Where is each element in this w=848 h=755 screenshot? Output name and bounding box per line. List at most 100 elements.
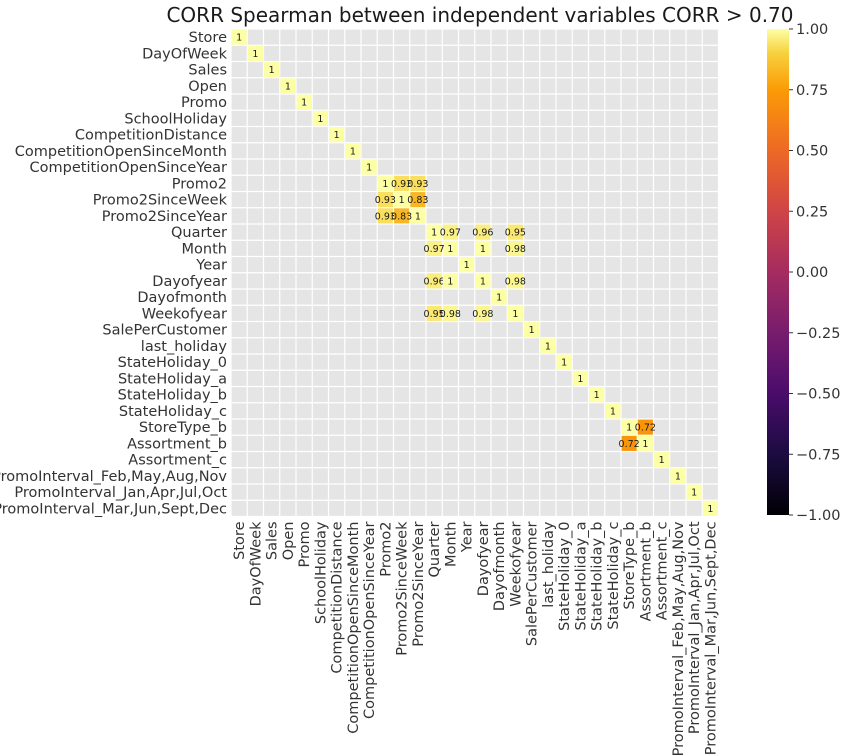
heatmap-cell [296,94,312,110]
heatmap-cell [377,208,393,224]
cell-value-label: 0.93 [407,179,428,190]
cell-value-label: 1 [529,325,535,336]
cell-value-label: 1 [431,228,437,239]
column-labels: Store DayOfWeek Sales Open Promo SchoolHolida… [232,521,719,755]
row-tick-label: CompetitionDistance [75,128,227,144]
row-tick-label: Weekofyear [142,306,227,322]
row-tick-label: PromoInterval_Jan,Apr,Jul,Oct [14,485,227,501]
column-tick-label: CompetitionOpenSinceMonth [346,522,362,734]
colorbar-tick-label: −0.50 [796,387,840,403]
row-tick-label: Promo2 [172,176,227,192]
heatmap-cell [312,110,328,126]
cell-value-label: 0.97 [424,244,445,255]
row-tick-label: Dayofmonth [137,290,227,306]
column-tick-label: PromoInterval_Mar,Jun,Sept,Dec [703,521,719,755]
heatmap-cell [524,322,540,338]
cell-value-label: 1 [480,276,486,287]
heatmap-cell [442,224,458,240]
row-tick-label: Promo2SinceWeek [93,193,228,209]
heatmap-cell [621,419,637,435]
heatmap-cell [426,273,442,289]
heatmap-cell [475,240,491,256]
heatmap-cell [637,435,653,451]
cell-value-label: 1 [642,439,648,450]
cell-value-label: 0.72 [619,439,640,450]
row-tick-label: SchoolHoliday [124,111,227,127]
cell-value-label: 1 [577,374,583,385]
cell-value-label: 0.97 [440,228,461,239]
cell-value-label: 1 [545,341,551,352]
heatmap-cell [556,354,572,370]
cell-value-label: 0.83 [391,211,412,222]
heatmap-cell [459,257,475,273]
column-tick-label: SalePerCustomer [525,521,541,646]
column-tick-label: Promo [297,521,313,567]
cell-value-label: 1 [480,244,486,255]
cell-value-label: 1 [415,211,421,222]
row-tick-label: StoreType_b [139,420,227,436]
column-tick-label: StoreType_b [622,522,638,610]
cell-value-label: 1 [594,390,600,401]
heatmap-cell [507,273,523,289]
colorbar-gradient [767,29,789,515]
heatmap-cell [426,240,442,256]
cell-value-label: 1 [626,423,632,434]
cell-value-label: 1 [301,98,307,109]
cell-value-label: 1 [561,358,567,369]
heatmap-cell [426,305,442,321]
column-tick-label: Promo2SinceWeek [395,521,411,656]
heatmap-cell [329,127,345,143]
heatmap-cell [394,175,410,191]
heatmap-cell [589,387,605,403]
column-tick-label: CompetitionDistance [330,521,346,673]
cell-value-label: 0.93 [375,195,396,206]
cell-value-label: 1 [350,146,356,157]
colorbar-tick-label: 0.75 [796,83,828,99]
column-tick-label: Dayofmonth [492,522,508,612]
cell-value-label: 1 [285,81,291,92]
cell-value-label: 1 [269,65,275,76]
column-tick-label: StateHoliday_0 [557,522,573,631]
column-tick-label: SchoolHoliday [313,521,329,624]
heatmap-cell [280,78,296,94]
heatmap-cell [702,500,718,516]
heatmap-cell [394,208,410,224]
column-tick-label: StateHoliday_a [573,522,589,631]
cell-value-label: 1 [447,276,453,287]
colorbar-tick-label: 0.00 [796,265,828,281]
cell-value-label: 1 [675,471,681,482]
heatmap-cell [654,452,670,468]
heatmap-cell [572,370,588,386]
heatmap-cell [247,45,263,61]
heatmap-cell [670,468,686,484]
column-tick-label: last_holiday [541,521,557,608]
row-tick-label: Quarter [171,225,227,241]
row-tick-label: SalePerCustomer [102,323,227,339]
row-tick-label: Dayofyear [152,274,227,290]
cell-value-label: 0.98 [505,244,526,255]
column-tick-label: Assortment_c [655,521,671,620]
heatmap-cell [621,435,637,451]
cell-value-label: 0.96 [424,276,445,287]
cell-value-label: 0.96 [472,228,493,239]
column-tick-label: StateHoliday_b [590,522,606,631]
colorbar-tick-label: −0.75 [796,447,840,463]
column-tick-label: Promo2SinceYear [411,521,427,646]
row-tick-label: Sales [188,63,227,79]
row-tick-label: StateHoliday_c [119,404,227,420]
heatmap-cell [361,159,377,175]
column-tick-label: Month [443,522,459,567]
cell-value-label: 1 [512,309,518,320]
row-tick-label: CompetitionOpenSinceYear [30,160,228,176]
cell-value-label: 1 [252,49,258,60]
heatmap-cell [442,273,458,289]
column-tick-label: PromoInterval_Jan,Apr,Jul,Oct [687,521,703,734]
heatmap-cell [410,175,426,191]
cell-value-label: 0.93 [391,179,412,190]
column-tick-label: Dayofyear [476,521,492,596]
row-tick-label: PromoInterval_Feb,May,Aug,Nov [0,469,227,485]
column-tick-label: Weekofyear [508,521,524,606]
colorbar-tick-label: 0.50 [796,144,828,160]
heatmap-cell [605,403,621,419]
cell-value-label: 1 [707,504,713,515]
